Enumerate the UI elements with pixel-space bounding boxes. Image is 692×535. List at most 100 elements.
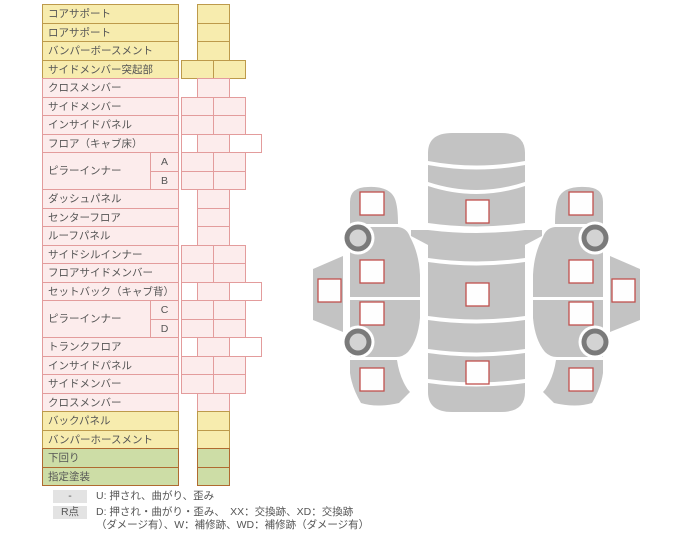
damage-mark-cell[interactable] bbox=[197, 429, 230, 449]
damage-mark-cell[interactable] bbox=[181, 244, 214, 264]
legend-text-d-line2: （ダメージ有）、W：補修跡、WD：補修跡（ダメージ有） bbox=[96, 519, 370, 531]
damage-mark-cell[interactable] bbox=[213, 59, 246, 79]
checkbox-left-front-fender[interactable] bbox=[359, 191, 385, 216]
damage-mark-cell[interactable] bbox=[197, 207, 230, 227]
top-left-mirror-shape bbox=[411, 230, 428, 245]
top-front-bumper-shape bbox=[428, 133, 525, 166]
part-row-label: バンパーホースメント bbox=[42, 429, 179, 449]
damage-mark-cell[interactable] bbox=[197, 133, 230, 153]
part-row-label: インサイドパネル bbox=[42, 115, 179, 135]
damage-mark-cell[interactable] bbox=[181, 59, 214, 79]
legend-row-r: R点 D: 押され・曲がり・歪み、 XX：交換跡、XD：交換跡 （ダメージ有）、… bbox=[53, 505, 370, 533]
part-row-label: トランクフロア bbox=[42, 337, 179, 357]
left-rear-wheel-icon bbox=[341, 325, 375, 359]
damage-mark-cell[interactable] bbox=[181, 133, 198, 153]
part-row-label: インサイドパネル bbox=[42, 355, 179, 375]
damage-mark-cell[interactable] bbox=[213, 96, 246, 116]
damage-mark-cell[interactable] bbox=[213, 115, 246, 135]
damage-mark-cell[interactable] bbox=[229, 133, 262, 153]
legend-badge-rten: R点 bbox=[53, 505, 87, 519]
checkbox-right-rear-fender[interactable] bbox=[568, 367, 594, 392]
legend-row-u: - U: 押され、曲がり、歪み bbox=[53, 490, 369, 504]
part-row-label: 下回り bbox=[42, 448, 179, 468]
legend-text-u: U: 押され、曲がり、歪み bbox=[96, 490, 215, 502]
damage-mark-cell[interactable] bbox=[213, 374, 246, 394]
damage-mark-cell[interactable] bbox=[197, 281, 230, 301]
checkbox-right-rocker[interactable] bbox=[611, 278, 636, 303]
damage-mark-cell[interactable] bbox=[181, 300, 214, 320]
part-row-label: サイドメンバー bbox=[42, 374, 179, 394]
part-row-label: コアサポート bbox=[42, 4, 179, 24]
damage-mark-cell[interactable] bbox=[181, 263, 214, 283]
part-row-label: バンパーボースメント bbox=[42, 41, 179, 61]
part-row-label: ロアサポート bbox=[42, 22, 179, 42]
damage-mark-cell[interactable] bbox=[197, 41, 230, 61]
part-row-label: バックパネル bbox=[42, 411, 179, 431]
legend-text-d-line1: D: 押され・曲がり・歪み、 XX：交換跡、XD：交換跡 bbox=[96, 505, 354, 518]
damage-mark-cell[interactable] bbox=[197, 337, 230, 357]
damage-mark-cell[interactable] bbox=[229, 337, 262, 357]
damage-mark-cell[interactable] bbox=[213, 300, 246, 320]
damage-mark-cell[interactable] bbox=[213, 263, 246, 283]
checkbox-top-front[interactable] bbox=[465, 199, 490, 224]
top-right-mirror-shape bbox=[525, 230, 542, 245]
part-row-label: サイドメンバー突起部 bbox=[42, 59, 179, 79]
damage-mark-cell[interactable] bbox=[197, 22, 230, 42]
damage-mark-cell[interactable] bbox=[181, 318, 214, 338]
damage-mark-cell[interactable] bbox=[197, 448, 230, 468]
top-rear-bumper-shape bbox=[428, 383, 525, 412]
part-row-sublabel: D bbox=[150, 318, 179, 338]
part-row-label: ピラーインナー bbox=[42, 152, 151, 190]
part-row-label: フロア（キャブ床） bbox=[42, 133, 179, 153]
checkbox-right-front-door[interactable] bbox=[568, 259, 594, 284]
damage-mark-cell[interactable] bbox=[181, 337, 198, 357]
top-windshield-shape bbox=[428, 230, 525, 262]
part-row-label: サイドシルインナー bbox=[42, 244, 179, 264]
damage-mark-cell[interactable] bbox=[197, 78, 230, 98]
damage-mark-cell[interactable] bbox=[181, 374, 214, 394]
damage-mark-cell[interactable] bbox=[229, 281, 262, 301]
damage-mark-cell[interactable] bbox=[181, 355, 214, 375]
damage-mark-cell[interactable] bbox=[181, 96, 214, 116]
part-row-label: センターフロア bbox=[42, 207, 179, 227]
right-front-wheel-icon bbox=[578, 221, 612, 255]
checkbox-left-rocker[interactable] bbox=[317, 278, 342, 303]
damage-mark-cell[interactable] bbox=[197, 189, 230, 209]
part-row-label: サイドメンバー bbox=[42, 96, 179, 116]
top-rear-window-shape bbox=[428, 320, 525, 353]
checkbox-top-roof[interactable] bbox=[465, 282, 490, 307]
part-row-label: ダッシュパネル bbox=[42, 189, 179, 209]
damage-mark-cell[interactable] bbox=[213, 318, 246, 338]
checkbox-top-rear[interactable] bbox=[465, 360, 490, 385]
damage-mark-cell[interactable] bbox=[197, 4, 230, 24]
car-right-side-view bbox=[533, 186, 640, 406]
damage-mark-cell[interactable] bbox=[213, 152, 246, 172]
checkbox-left-rear-door[interactable] bbox=[359, 301, 385, 326]
checkbox-right-front-fender[interactable] bbox=[568, 191, 594, 216]
top-hood-shape bbox=[428, 165, 525, 190]
damage-mark-cell[interactable] bbox=[197, 411, 230, 431]
checkbox-left-rear-fender[interactable] bbox=[359, 367, 385, 392]
damage-mark-cell[interactable] bbox=[181, 152, 214, 172]
part-row-sublabel: C bbox=[150, 300, 179, 320]
legend-badge-dash: - bbox=[53, 490, 87, 503]
damage-mark-cell[interactable] bbox=[181, 115, 214, 135]
damage-mark-cell[interactable] bbox=[213, 355, 246, 375]
damage-mark-cell[interactable] bbox=[213, 244, 246, 264]
car-left-side-view bbox=[313, 186, 420, 406]
damage-mark-cell[interactable] bbox=[197, 226, 230, 246]
checkbox-right-rear-door[interactable] bbox=[568, 301, 594, 326]
part-row-label: フロアサイドメンバー bbox=[42, 263, 179, 283]
car-top-view bbox=[411, 133, 542, 412]
damage-mark-cell[interactable] bbox=[197, 392, 230, 412]
damage-mark-cell[interactable] bbox=[213, 170, 246, 190]
part-row-label: クロスメンバー bbox=[42, 392, 179, 412]
damage-mark-cell[interactable] bbox=[181, 170, 214, 190]
left-front-wheel-icon bbox=[341, 221, 375, 255]
damage-mark-cell[interactable] bbox=[181, 281, 198, 301]
car-damage-diagram bbox=[313, 133, 640, 412]
checkbox-left-front-door[interactable] bbox=[359, 259, 385, 284]
damage-mark-cell[interactable] bbox=[197, 466, 230, 486]
part-row-sublabel: B bbox=[150, 170, 179, 190]
right-rear-wheel-icon bbox=[578, 325, 612, 359]
